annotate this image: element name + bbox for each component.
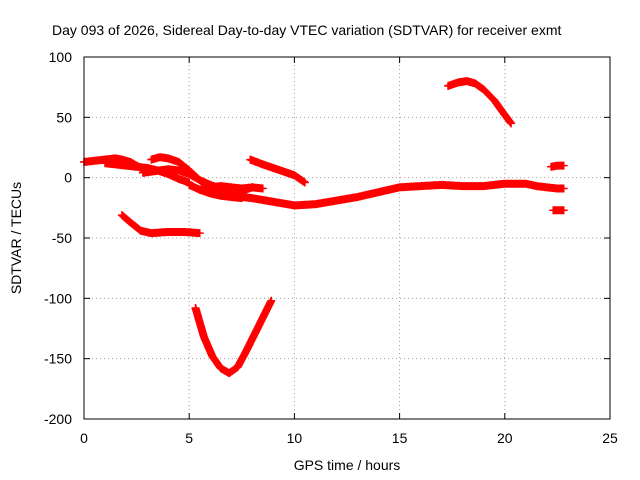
series-arc-7	[227, 179, 568, 210]
y-tick-label: -50	[52, 230, 72, 246]
data-point-markers	[246, 155, 309, 187]
x-tick-label: 10	[287, 430, 303, 446]
series-arc-11	[444, 77, 516, 128]
data-point-markers	[444, 77, 516, 128]
series-arc-9	[117, 211, 204, 238]
data-points	[80, 77, 568, 378]
data-point-markers	[547, 161, 568, 171]
series-arc-8	[246, 155, 309, 187]
plot-frame	[83, 56, 611, 420]
y-tick-label: 100	[49, 49, 73, 65]
y-tick-label: -150	[44, 351, 72, 367]
x-axis-label: GPS time / hours	[294, 457, 401, 473]
y-tick-label: -200	[44, 411, 72, 427]
data-point-markers	[195, 182, 267, 194]
data-point-markers	[191, 296, 276, 378]
axis-ticks: 0 5 10 15 20 25 -200 -150 -100 -50 0 50 100	[44, 49, 618, 446]
chart-title: Day 093 of 2026, Sidereal Day-to-day VTE…	[52, 22, 561, 38]
x-tick-label: 20	[497, 430, 513, 446]
x-tick-label: 25	[602, 430, 618, 446]
series-arc-6	[195, 182, 267, 194]
data-point-markers	[117, 211, 204, 238]
series-arc-13	[549, 206, 568, 215]
series-arc-12	[547, 161, 568, 171]
y-tick-label: 0	[64, 170, 72, 186]
y-axis-label: SDTVAR / TECUs	[8, 182, 24, 294]
y-tick-label: -100	[44, 290, 72, 306]
x-tick-label: 5	[185, 430, 193, 446]
x-tick-label: 0	[80, 430, 88, 446]
data-point-markers	[549, 206, 568, 215]
x-tick-label: 15	[392, 430, 408, 446]
data-point-markers	[227, 179, 568, 210]
series-arc-10	[191, 296, 276, 378]
y-tick-label: 50	[56, 109, 72, 125]
grid-lines	[84, 57, 610, 419]
